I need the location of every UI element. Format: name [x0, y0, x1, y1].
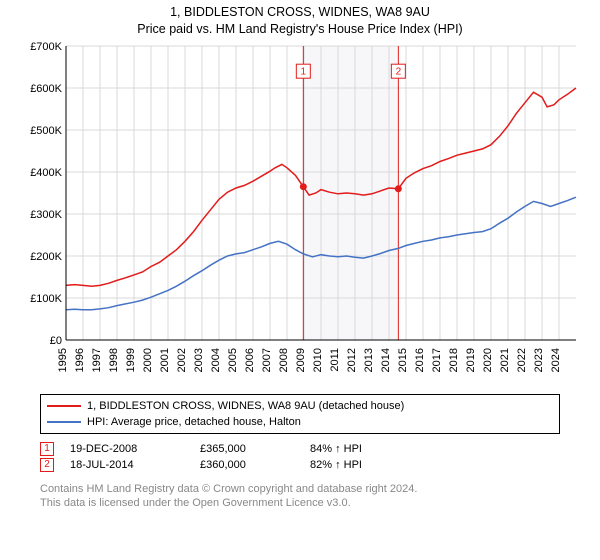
x-tick-label: 2020 [482, 348, 494, 372]
event-dot [300, 183, 307, 190]
event-price: £360,000 [200, 459, 310, 471]
footer-line-2: This data is licensed under the Open Gov… [40, 496, 560, 510]
event-row: 1 19-DEC-2008£365,00084% ↑ HPI [40, 442, 560, 456]
x-tick-label: 2001 [159, 348, 171, 372]
title-line-1: 1, BIDDLESTON CROSS, WIDNES, WA8 9AU [0, 4, 600, 21]
x-tick-label: 2007 [261, 348, 273, 372]
y-tick-label: £300K [30, 209, 62, 221]
title-line-2: Price paid vs. HM Land Registry's House … [0, 21, 600, 38]
x-tick-label: 2012 [346, 348, 358, 372]
y-tick-label: £700K [30, 41, 62, 53]
y-tick-label: £0 [50, 335, 62, 347]
x-tick-label: 2009 [295, 348, 307, 372]
x-tick-label: 2016 [414, 348, 426, 372]
x-tick-label: 2024 [550, 348, 562, 372]
legend-label: 1, BIDDLESTON CROSS, WIDNES, WA8 9AU (de… [87, 400, 404, 412]
x-tick-label: 2015 [397, 348, 409, 372]
x-tick-label: 2008 [278, 348, 290, 372]
x-tick-label: 2017 [431, 348, 443, 372]
chart-area: £0 £100K £200K £300K £400K £500K £600K £700K 199… [20, 40, 580, 390]
x-tick-label: 2006 [244, 348, 256, 372]
event-hpi: 82% ↑ HPI [310, 459, 430, 471]
x-tick-label: 1995 [57, 348, 69, 372]
x-tick-label: 2003 [193, 348, 205, 372]
x-tick-label: 2022 [516, 348, 528, 372]
event-hpi: 84% ↑ HPI [310, 443, 430, 455]
x-tick-label: 2013 [363, 348, 375, 372]
event-row-marker: 2 [40, 458, 54, 472]
y-tick-label: £100K [30, 293, 62, 305]
y-tick-label: £200K [30, 251, 62, 263]
x-tick-label: 2021 [499, 348, 511, 372]
footer-line-1: Contains HM Land Registry data © Crown c… [40, 482, 560, 496]
x-tick-label: 2023 [533, 348, 545, 372]
legend: 1, BIDDLESTON CROSS, WIDNES, WA8 9AU (de… [40, 394, 560, 434]
event-row-marker: 1 [40, 442, 54, 456]
chart-title: 1, BIDDLESTON CROSS, WIDNES, WA8 9AU Pri… [0, 0, 600, 40]
legend-swatch [47, 405, 81, 407]
y-tick-label: £400K [30, 167, 62, 179]
footer-attribution: Contains HM Land Registry data © Crown c… [40, 482, 560, 511]
x-tick-label: 1998 [108, 348, 120, 372]
legend-swatch [47, 421, 81, 423]
y-tick-label: £600K [30, 83, 62, 95]
x-tick-label: 2014 [380, 348, 392, 372]
x-tick-label: 2005 [227, 348, 239, 372]
legend-label: HPI: Average price, detached house, Halt… [87, 416, 301, 428]
sale-events-table: 1 19-DEC-2008£365,00084% ↑ HPI 2 18-JUL-201… [40, 442, 560, 472]
legend-row: HPI: Average price, detached house, Halt… [47, 414, 553, 430]
event-date: 18-JUL-2014 [70, 459, 200, 471]
x-tick-label: 2004 [210, 348, 222, 372]
x-tick-label: 1996 [74, 348, 86, 372]
x-tick-label: 1999 [125, 348, 137, 372]
x-tick-label: 2018 [448, 348, 460, 372]
x-tick-label: 2011 [329, 348, 341, 372]
event-marker-label: 2 [396, 66, 402, 77]
event-date: 19-DEC-2008 [70, 443, 200, 455]
event-row: 2 18-JUL-2014£360,00082% ↑ HPI [40, 458, 560, 472]
x-tick-label: 2000 [142, 348, 154, 372]
event-marker-label: 1 [301, 66, 307, 77]
y-tick-label: £500K [30, 125, 62, 137]
chart-svg: £0 £100K £200K £300K £400K £500K £600K £700K 199… [20, 40, 580, 390]
x-tick-label: 2002 [176, 348, 188, 372]
event-price: £365,000 [200, 443, 310, 455]
x-tick-label: 2010 [312, 348, 324, 372]
legend-row: 1, BIDDLESTON CROSS, WIDNES, WA8 9AU (de… [47, 398, 553, 414]
event-dot [395, 185, 402, 192]
x-tick-label: 1997 [91, 348, 103, 372]
x-tick-label: 2019 [465, 348, 477, 372]
